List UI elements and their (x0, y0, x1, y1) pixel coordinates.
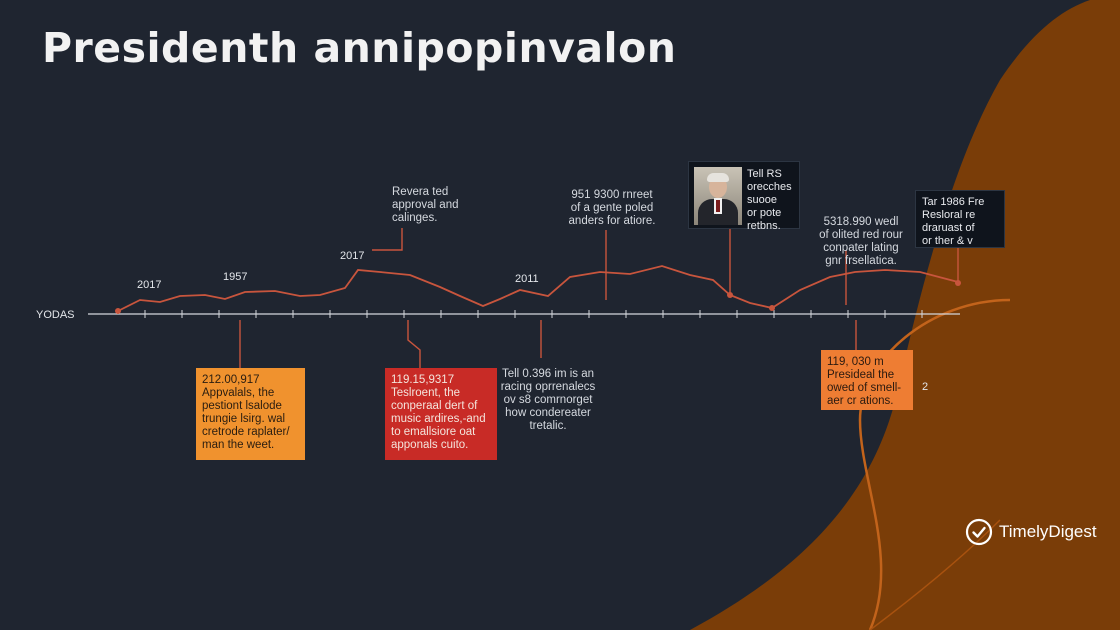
year-label: 2011 (515, 273, 539, 285)
event-box-orange: 212.00,917 Appvalals, the pestiont lsalo… (196, 368, 305, 460)
event-box-head: 119, 030 m (827, 356, 884, 368)
callout-rating: 5318.990 wedl of olited red rour conpate… (819, 216, 903, 267)
partial-label: 2 (922, 381, 929, 393)
callout-poll: 951 9300 rnreet of a gente poled anders … (568, 189, 656, 227)
year-label: 2017 (137, 279, 162, 291)
trend-line (117, 265, 959, 312)
trend-start-dot (115, 308, 121, 314)
event-box-head: 212.00,917 (202, 374, 260, 386)
year-label: 1957 (223, 271, 248, 283)
event-box-body: Presideal the owed of smell- aer cr atio… (827, 369, 902, 407)
callout-approval: Revera ted approval and calinges. (392, 186, 459, 224)
swoosh-outline-curve-2 (869, 519, 1001, 630)
portrait-card: Tell RS orecches suooe or pote retbns. (688, 161, 800, 232)
event-box-body: Teslroent, the conperaal dert of music a… (391, 387, 486, 451)
right-dark-card: Tar 1986 Fre Resloral re draruast of or … (915, 190, 1005, 248)
brand-logo: TimelyDigest (965, 518, 1097, 546)
event-box-orange-right: 119, 030 m Presideal the owed of smell- … (821, 350, 913, 410)
brown-swoosh-shape (690, 0, 1120, 630)
callout-below: Tell 0.396 im is an racing oprrenalecs o… (500, 368, 596, 432)
swoosh-outline-curve (858, 298, 1011, 630)
slide-title: Presidenth annipopinvalon (42, 24, 677, 72)
axis-label: YODAS (36, 309, 75, 321)
checkmark-circle-icon (965, 518, 993, 546)
trend-dot-2 (769, 305, 775, 311)
year-label: 2017 (340, 250, 365, 262)
portrait-card-text: Tell RS orecches suooe or pote retbns. (747, 168, 792, 232)
portrait-photo (694, 167, 742, 225)
event-box-red: 119.15,9317 Teslroent, the conperaal der… (385, 368, 497, 460)
brand-name: TimelyDigest (999, 522, 1097, 541)
connector-lines (239, 225, 959, 368)
event-box-body: Appvalals, the pestiont lsalode trungie … (202, 387, 290, 451)
event-box-head: 119.15,9317 (391, 374, 455, 386)
axis-ticks (144, 310, 923, 318)
